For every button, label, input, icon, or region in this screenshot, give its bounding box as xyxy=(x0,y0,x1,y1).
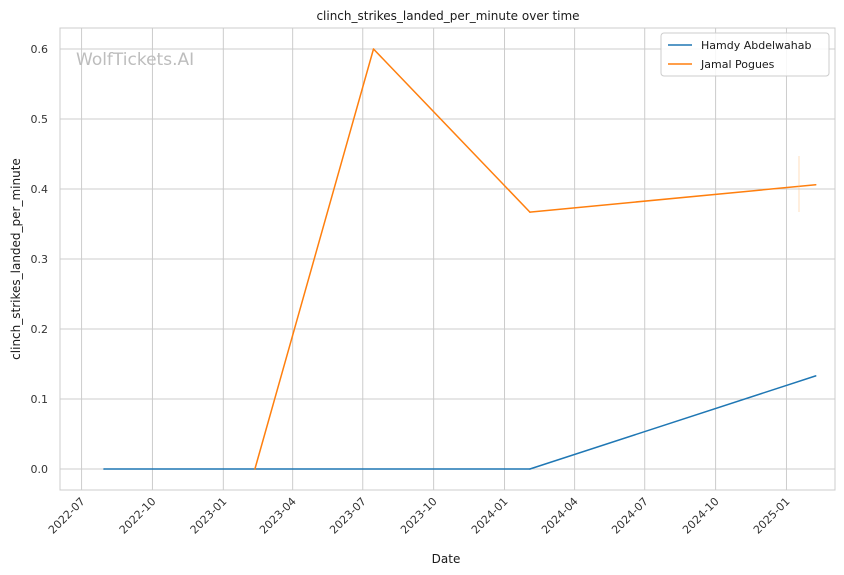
y-axis-label: clinch_strikes_landed_per_minute xyxy=(9,158,23,360)
x-tick-label: 2022-07 xyxy=(46,495,88,537)
series-lines xyxy=(103,48,817,470)
x-tick-label: 2025-01 xyxy=(751,495,793,537)
x-tick-label: 2024-07 xyxy=(609,495,651,537)
chart-title: clinch_strikes_landed_per_minute over ti… xyxy=(316,9,579,23)
y-tick-label: 0.4 xyxy=(31,183,49,196)
data-point xyxy=(529,468,531,470)
legend: Hamdy Abdelwahab Jamal Pogues xyxy=(660,32,830,77)
x-tick-label: 2024-04 xyxy=(539,495,581,537)
plot-area xyxy=(59,27,836,491)
x-tick-label: 2024-01 xyxy=(469,495,511,537)
y-tick-label: 0.6 xyxy=(31,43,49,56)
x-axis-label: Date xyxy=(432,552,461,566)
data-point xyxy=(103,468,105,470)
y-tick-label: 0.1 xyxy=(31,393,49,406)
grid-lines xyxy=(60,28,835,490)
data-point xyxy=(372,48,375,50)
legend-label: Hamdy Abdelwahab xyxy=(701,39,811,52)
series-line xyxy=(103,375,816,470)
x-tick-label: 2023-10 xyxy=(398,495,440,537)
data-point xyxy=(529,211,531,213)
x-tick-label: 2023-07 xyxy=(327,495,369,537)
data-point xyxy=(814,375,817,377)
legend-items: Hamdy Abdelwahab Jamal Pogues xyxy=(668,39,811,71)
x-tick-label: 2023-04 xyxy=(257,495,299,537)
x-tick-label: 2023-01 xyxy=(188,495,230,537)
y-tick-label: 0.5 xyxy=(31,113,49,126)
y-axis-ticks: 0.0 0.1 0.2 0.3 0.4 0.5 0.6 xyxy=(31,43,49,476)
y-tick-label: 0.2 xyxy=(31,323,49,336)
x-tick-label: 2024-10 xyxy=(680,495,722,537)
data-point xyxy=(254,468,256,470)
y-tick-label: 0.3 xyxy=(31,253,49,266)
series-line xyxy=(254,48,816,470)
x-tick-label: 2022-10 xyxy=(117,495,159,537)
data-point xyxy=(814,184,817,186)
watermark-text: WolfTickets.AI xyxy=(76,50,194,70)
x-axis-ticks: 2022-07 2022-10 2023-01 2023-04 2023-07 2023-… xyxy=(46,495,793,537)
y-tick-label: 0.0 xyxy=(31,463,49,476)
legend-box xyxy=(660,32,830,77)
legend-label: Jamal Pogues xyxy=(700,58,775,71)
